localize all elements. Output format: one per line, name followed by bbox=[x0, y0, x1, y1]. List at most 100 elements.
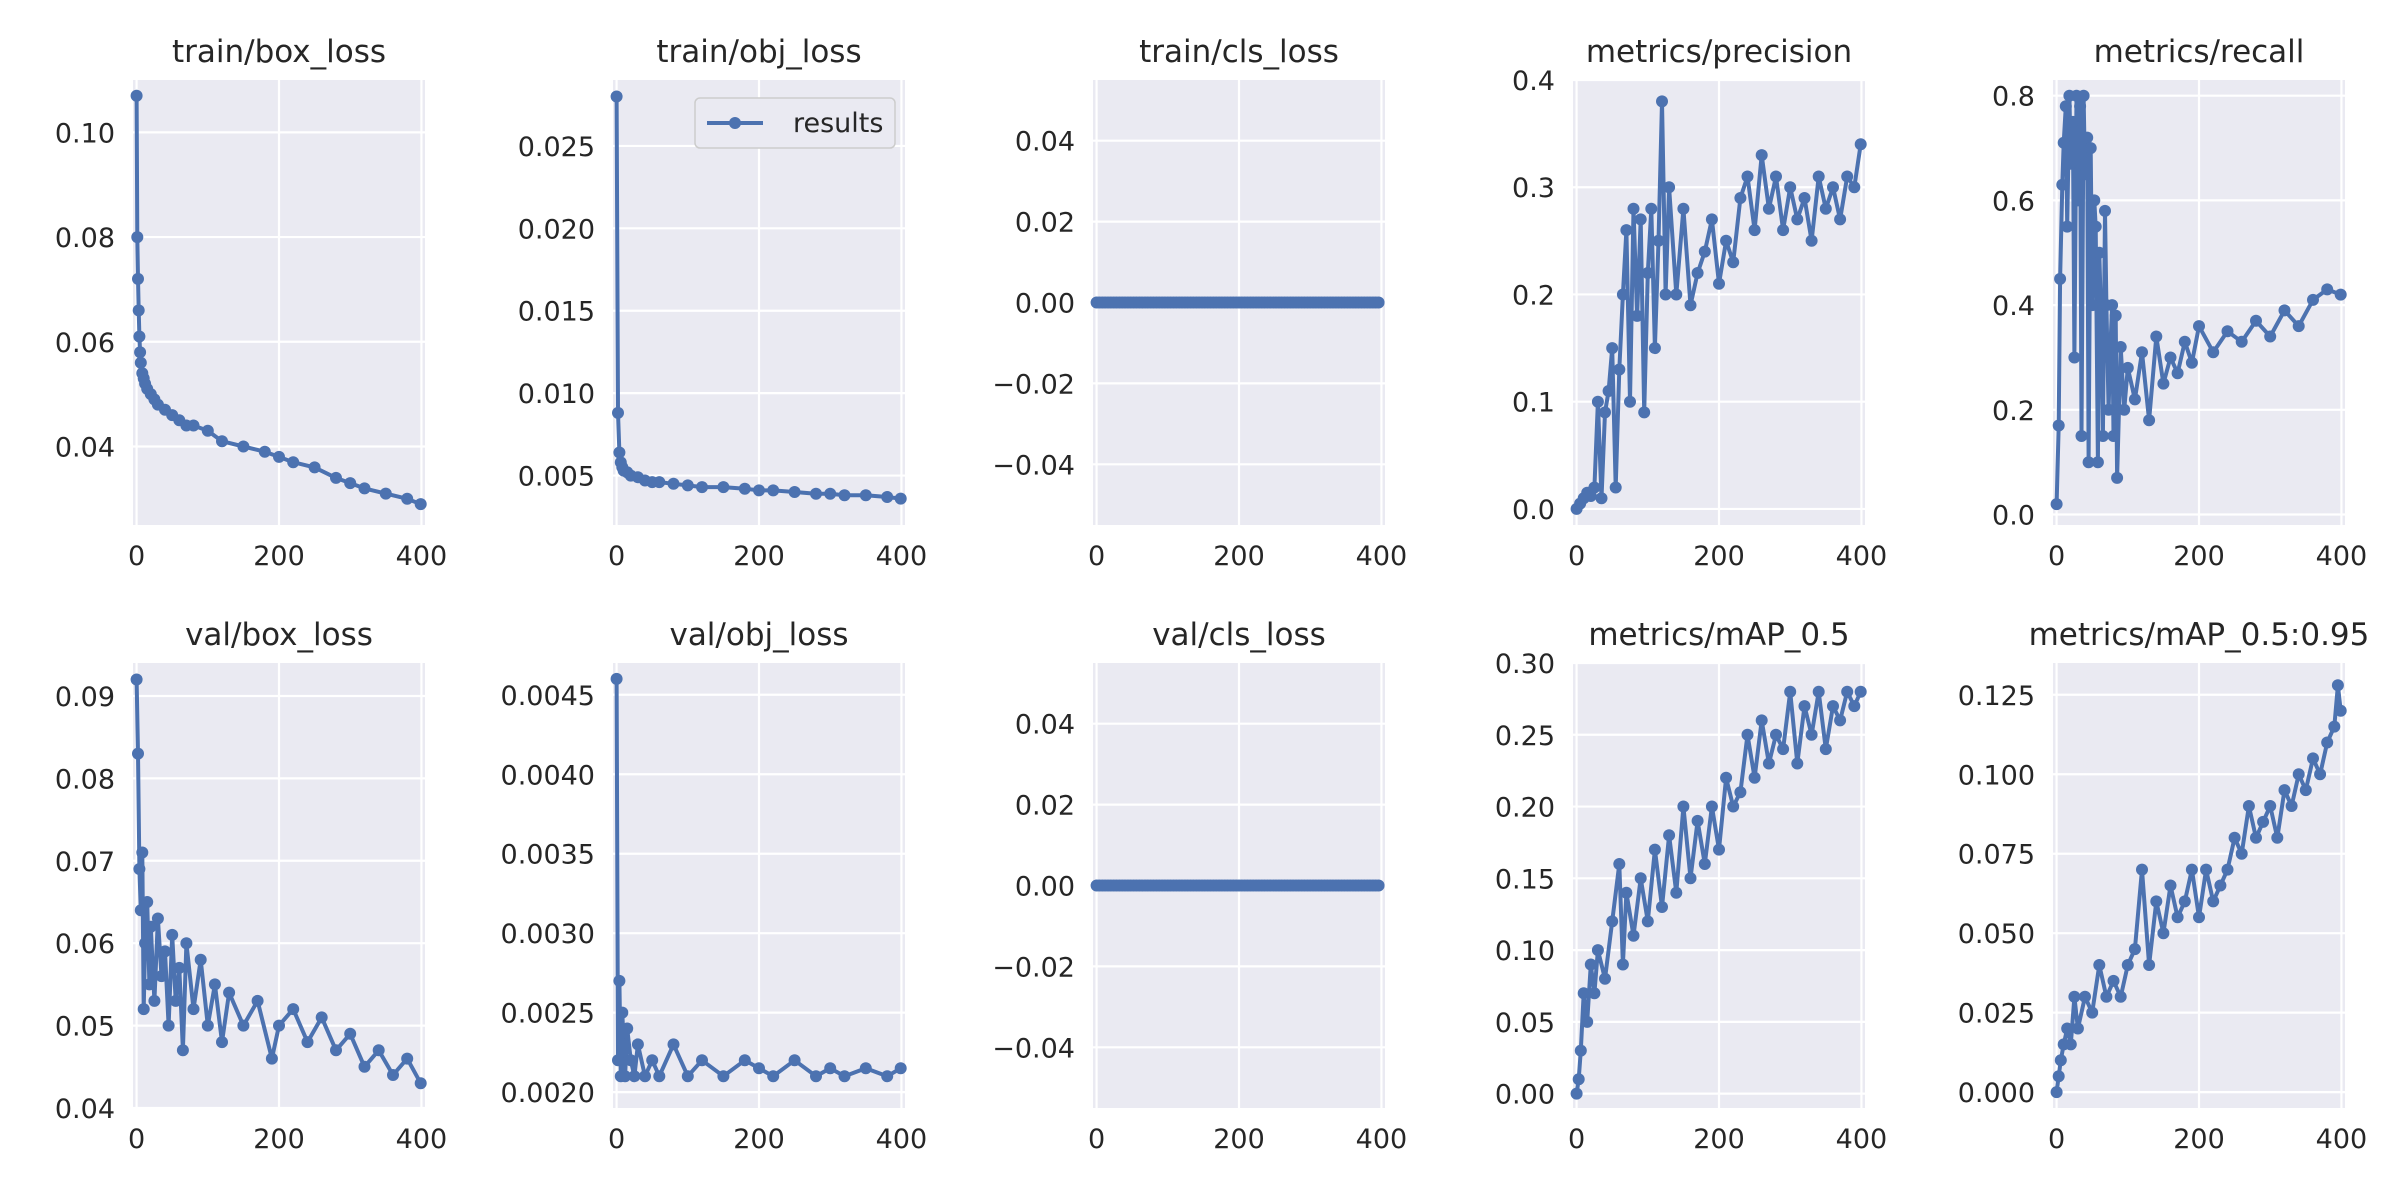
data-point bbox=[2121, 361, 2134, 374]
x-tick-label: 400 bbox=[1836, 1124, 1888, 1155]
data-point bbox=[2071, 1022, 2084, 1035]
data-point bbox=[1641, 915, 1654, 928]
data-point bbox=[1705, 800, 1718, 813]
data-point bbox=[216, 1036, 228, 1049]
data-point bbox=[2096, 430, 2109, 442]
data-point bbox=[1827, 181, 1839, 194]
data-point bbox=[2107, 974, 2120, 987]
data-point bbox=[1602, 385, 1615, 397]
data-point bbox=[767, 1070, 780, 1083]
data-point bbox=[2250, 831, 2262, 844]
data-point bbox=[859, 1062, 872, 1075]
series-results bbox=[610, 672, 907, 1083]
chart-title: train/obj_loss bbox=[656, 34, 861, 70]
chart-panel-train-cls-loss: 0 200 400 −0.04 −0.02 0.00 0.02 0.04 train/cls_l… bbox=[992, 34, 1407, 572]
data-point bbox=[2257, 815, 2270, 828]
series-results bbox=[1570, 95, 1867, 515]
data-point bbox=[2100, 990, 2113, 1003]
data-point bbox=[330, 471, 342, 484]
data-point bbox=[1784, 685, 1797, 698]
data-point bbox=[1624, 395, 1636, 408]
data-point bbox=[621, 1022, 634, 1035]
data-point bbox=[216, 435, 228, 448]
data-point bbox=[810, 1070, 822, 1083]
data-point bbox=[1606, 342, 1619, 355]
data-point bbox=[753, 1062, 765, 1075]
x-tick-label: 200 bbox=[1693, 541, 1745, 572]
data-point bbox=[1613, 363, 1626, 376]
chart-panel-metrics-map-0-5: 0 200 400 0.00 0.05 0.10 0.15 0.20 0.25 0.30 metri… bbox=[1495, 617, 1887, 1155]
data-point bbox=[2264, 330, 2277, 343]
data-point bbox=[2150, 895, 2163, 908]
data-point bbox=[2054, 272, 2067, 285]
y-tick-label: 0.015 bbox=[518, 297, 595, 328]
data-point bbox=[1627, 929, 1640, 942]
data-point bbox=[2086, 1006, 2099, 1019]
data-point bbox=[2307, 293, 2319, 306]
legend-marker bbox=[729, 117, 741, 129]
data-point bbox=[1762, 757, 1775, 770]
data-point bbox=[1705, 213, 1718, 226]
data-point bbox=[2250, 314, 2262, 327]
data-point bbox=[2164, 351, 2177, 364]
data-point bbox=[894, 492, 907, 505]
data-point bbox=[2057, 136, 2070, 149]
data-point bbox=[1734, 786, 1747, 799]
data-point bbox=[2171, 911, 2184, 924]
data-point bbox=[612, 1054, 624, 1067]
data-point bbox=[2118, 403, 2131, 416]
data-point bbox=[1834, 714, 1847, 727]
x-tick-label: 0 bbox=[1568, 541, 1585, 572]
data-point bbox=[610, 90, 623, 103]
data-point bbox=[717, 481, 730, 494]
data-point bbox=[344, 1027, 357, 1040]
x-tick-label: 400 bbox=[876, 1124, 928, 1155]
data-point bbox=[1748, 224, 1761, 237]
data-point bbox=[610, 672, 623, 685]
data-point bbox=[173, 961, 186, 974]
y-tick-label: 0.00 bbox=[1015, 289, 1075, 320]
data-point bbox=[2207, 346, 2220, 359]
data-point bbox=[176, 1044, 189, 1057]
data-point bbox=[1677, 800, 1690, 813]
data-point bbox=[2185, 863, 2198, 876]
data-point bbox=[1659, 288, 1672, 301]
y-tick-label: 0.020 bbox=[518, 214, 595, 245]
y-tick-label: 0.04 bbox=[55, 1094, 115, 1125]
series-results bbox=[1090, 879, 1385, 892]
data-point bbox=[1609, 481, 1622, 494]
data-point bbox=[2084, 142, 2097, 155]
data-point bbox=[894, 1062, 907, 1075]
data-point bbox=[139, 937, 152, 950]
data-point bbox=[838, 489, 851, 502]
y-tick-label: 0.0020 bbox=[501, 1078, 595, 1109]
data-point bbox=[1762, 202, 1775, 215]
data-point bbox=[1798, 700, 1811, 713]
data-point bbox=[1854, 138, 1867, 151]
data-point bbox=[379, 487, 392, 500]
x-tick-label: 200 bbox=[1213, 541, 1265, 572]
y-tick-label: 0.075 bbox=[1958, 840, 2035, 871]
y-tick-label: 0.025 bbox=[518, 132, 595, 163]
series-results bbox=[610, 90, 907, 505]
data-point bbox=[881, 1070, 894, 1083]
y-tick-label: 0.3 bbox=[1512, 173, 1555, 204]
data-point bbox=[2111, 471, 2124, 484]
legend-box bbox=[694, 97, 896, 149]
y-tick-label: 0.08 bbox=[55, 764, 115, 795]
x-tick-label: 400 bbox=[396, 1124, 448, 1155]
data-point bbox=[2061, 220, 2074, 233]
data-point bbox=[287, 456, 300, 469]
data-point bbox=[2328, 720, 2341, 733]
data-point bbox=[2107, 430, 2120, 442]
data-point bbox=[881, 491, 894, 503]
data-point bbox=[2074, 100, 2087, 113]
data-point bbox=[132, 272, 144, 285]
data-point bbox=[2200, 863, 2213, 876]
data-point bbox=[2106, 299, 2119, 312]
data-point bbox=[1620, 224, 1633, 237]
data-point bbox=[824, 1062, 837, 1075]
data-point bbox=[1734, 192, 1747, 204]
data-point bbox=[1812, 685, 1825, 698]
